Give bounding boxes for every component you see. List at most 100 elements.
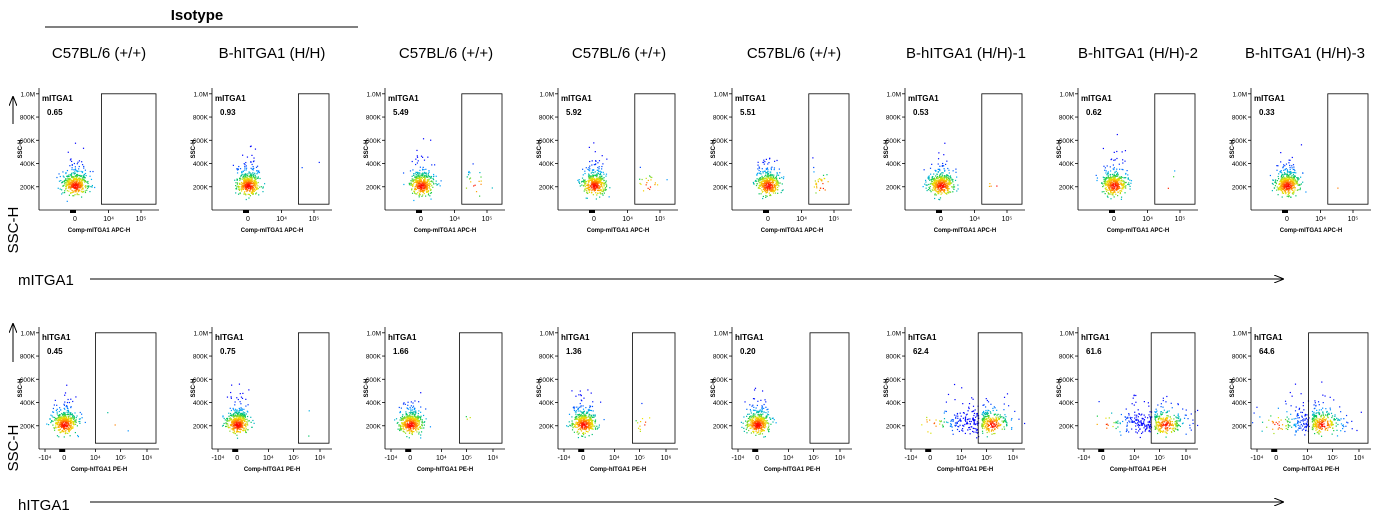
event-dot <box>768 175 770 177</box>
event-dot <box>50 414 52 416</box>
event-dot <box>419 188 421 190</box>
event-dot <box>414 188 417 190</box>
event-dot <box>1282 166 1284 168</box>
event-dot <box>68 417 70 419</box>
y-tick-label: 200K <box>886 184 902 191</box>
event-dot <box>236 168 238 170</box>
event-dot <box>73 181 76 183</box>
event-dot <box>234 420 236 422</box>
event-dot <box>244 176 246 178</box>
event-dot <box>1291 181 1293 183</box>
event-dot <box>75 189 78 191</box>
y-tick-label: 800K <box>539 354 555 361</box>
event-dot <box>63 423 66 425</box>
event-dot <box>428 184 430 186</box>
event-dot <box>1279 180 1282 183</box>
event-dot <box>417 187 419 190</box>
event-dot <box>776 183 778 185</box>
event-dot <box>243 180 246 182</box>
event-dot <box>1284 177 1287 179</box>
event-dot <box>773 167 776 169</box>
event-dot <box>243 429 246 431</box>
event-dot <box>1280 186 1282 188</box>
event-dot <box>1288 175 1290 177</box>
event-dot <box>759 179 761 181</box>
event-dot <box>58 416 61 418</box>
event-dot <box>1289 185 1291 187</box>
event-dot <box>479 171 481 174</box>
event-dot <box>235 410 237 412</box>
event-dot <box>1294 175 1296 177</box>
event-dot <box>649 186 652 188</box>
event-dot <box>585 180 588 183</box>
y-tick-label: 800K <box>366 354 382 361</box>
event-dot <box>1282 186 1284 188</box>
event-dot <box>1282 182 1284 184</box>
event-dot <box>63 414 65 416</box>
event-dot <box>64 412 66 414</box>
event-dot <box>771 174 773 176</box>
event-dot <box>1287 178 1289 180</box>
event-dot <box>70 413 72 416</box>
event-dot <box>255 192 258 194</box>
event-dot <box>72 423 74 425</box>
event-dot <box>248 180 250 182</box>
event-dot <box>1113 173 1115 175</box>
event-dot <box>935 179 937 181</box>
event-dot <box>238 165 240 168</box>
y-tick-label: 400K <box>193 400 209 407</box>
event-dot <box>410 422 413 424</box>
event-dot <box>46 423 48 425</box>
event-dot <box>752 181 754 184</box>
event-dot <box>68 181 70 183</box>
event-dot <box>1277 188 1279 190</box>
event-dot <box>69 419 71 421</box>
event-dot <box>75 179 77 181</box>
event-dot <box>930 182 932 184</box>
event-dot <box>762 178 764 180</box>
event-dot <box>420 406 422 408</box>
event-dot <box>75 188 78 190</box>
event-dot <box>238 416 241 418</box>
event-dot <box>421 189 424 191</box>
event-dot <box>765 196 767 198</box>
event-dot <box>473 185 475 187</box>
event-dot <box>233 432 235 434</box>
event-dot <box>938 198 940 201</box>
event-dot <box>51 420 53 422</box>
event-dot <box>228 415 230 417</box>
event-dot <box>1107 196 1109 198</box>
event-dot <box>1294 187 1296 189</box>
event-dot <box>588 167 590 169</box>
event-dot <box>436 184 438 186</box>
event-dot <box>940 185 942 187</box>
event-dot <box>775 177 777 179</box>
event-dot <box>60 418 62 420</box>
event-dot <box>57 187 59 189</box>
event-dot <box>421 186 423 188</box>
event-dot <box>65 182 67 184</box>
event-dot <box>770 189 773 191</box>
event-dot <box>249 183 251 185</box>
event-dot <box>247 183 249 185</box>
event-dot <box>574 425 576 428</box>
event-dot <box>1110 158 1112 161</box>
event-dot <box>61 421 63 423</box>
event-dot <box>760 176 762 179</box>
event-dot <box>1292 179 1295 181</box>
event-dot <box>583 190 585 192</box>
event-dot <box>237 426 240 428</box>
event-dot <box>596 183 598 185</box>
event-dot <box>761 186 763 188</box>
event-dot <box>242 416 244 418</box>
event-dot <box>402 422 404 425</box>
event-dot <box>243 175 245 177</box>
event-dot <box>599 172 602 174</box>
event-dot <box>227 424 229 426</box>
event-dot <box>645 177 647 180</box>
event-dot <box>225 425 227 428</box>
event-dot <box>412 425 414 428</box>
event-dot <box>417 179 419 182</box>
event-dot <box>84 185 86 188</box>
event-dot <box>76 193 78 196</box>
